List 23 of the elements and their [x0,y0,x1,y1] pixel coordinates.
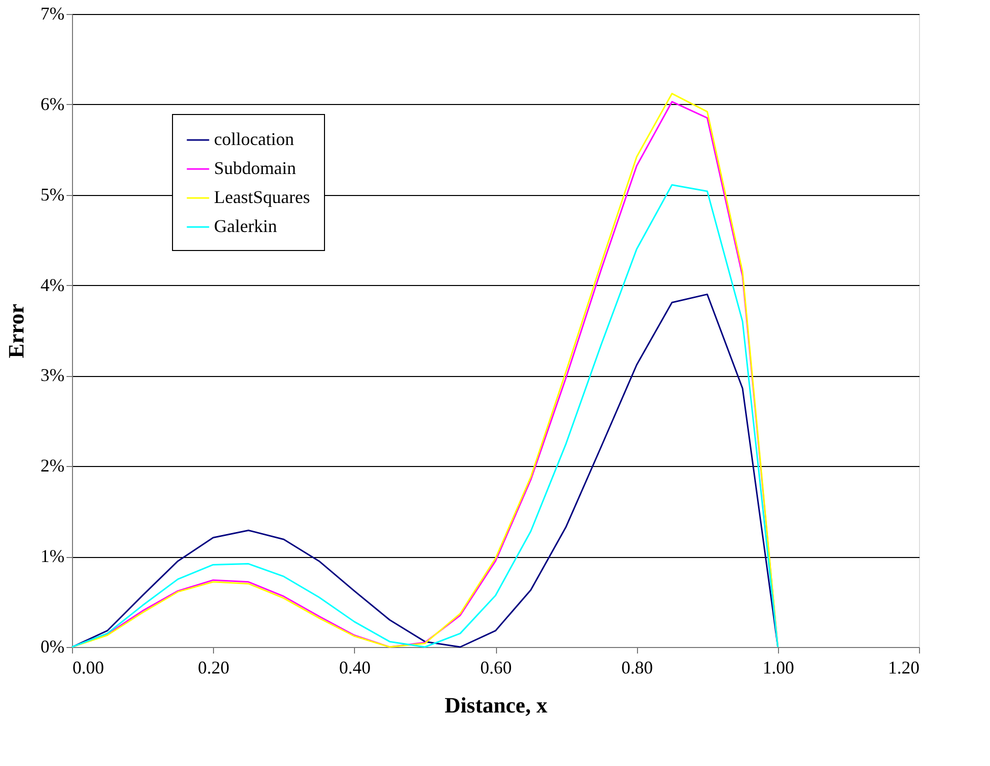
x-tick-label: 1.20 [888,658,920,678]
x-tick-label: 0.00 [72,658,104,678]
x-tick-label: 0.60 [480,658,512,678]
y-tick-label: 1% [40,546,64,566]
legend-label: collocation [214,129,294,149]
line-series [71,184,779,648]
legend-label: Subdomain [214,158,296,178]
line-series [71,294,779,648]
y-tick-label: 7% [40,4,64,24]
legend-label: Galerkin [214,216,277,236]
x-tick-label: 1.00 [762,658,794,678]
y-tick-label: 0% [40,636,64,656]
legend-label: LeastSquares [214,187,310,207]
y-tick-label: 2% [40,456,64,476]
y-tick-label: 3% [40,365,64,386]
x-tick-label: 0.80 [621,658,653,678]
y-axis-title: Error [4,303,29,358]
y-tick-label: 4% [40,274,64,295]
x-tick-label: 0.40 [339,658,371,678]
y-tick-label: 6% [40,94,64,114]
x-axis-title: Distance, x [444,692,548,718]
y-tick-label: 5% [40,184,64,204]
x-tick-label: 0.20 [198,658,230,678]
